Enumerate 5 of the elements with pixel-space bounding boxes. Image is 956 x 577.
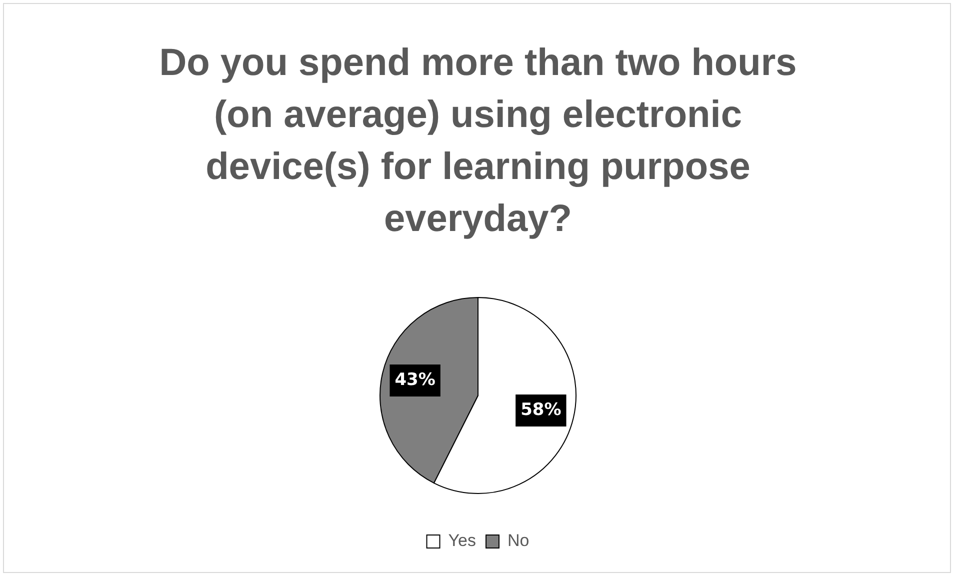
legend-label: Yes <box>448 531 476 550</box>
legend-label: No <box>508 531 530 550</box>
data-label: 58% <box>520 400 562 420</box>
chart-title: Do you spend more than two hours (on average) using electronic device(s) for learning purpose everyday? <box>158 41 798 242</box>
data-label: 43% <box>394 370 436 390</box>
